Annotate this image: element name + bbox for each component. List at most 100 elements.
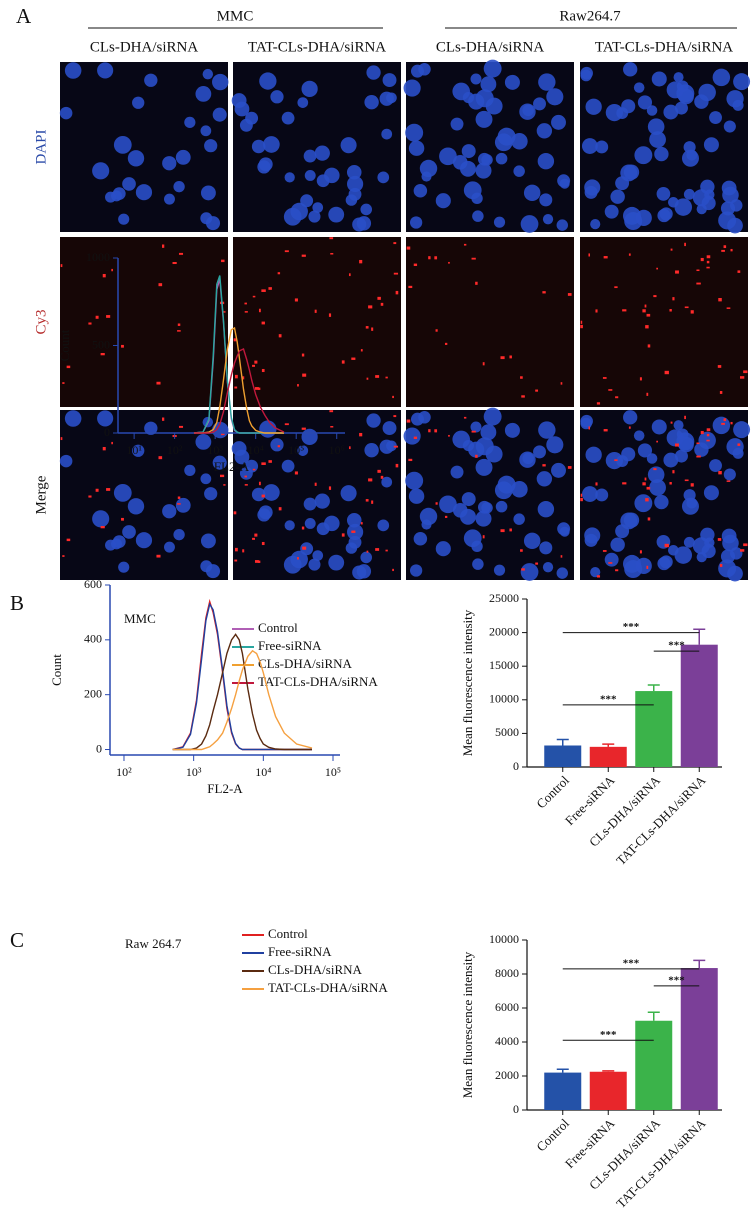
cy3-spot (723, 245, 727, 249)
y-tick-label: 10000 (489, 692, 519, 706)
nucleus (584, 179, 601, 196)
cy3-spot (719, 564, 723, 567)
cy3-spot (392, 395, 394, 399)
cy3-spot (234, 386, 238, 389)
cy3-spot (368, 478, 373, 482)
cy3-spot (111, 441, 113, 445)
nucleus (239, 466, 253, 480)
nucleus (360, 551, 373, 564)
nucleus (470, 73, 482, 85)
cy3-spot (258, 481, 261, 486)
nucleus (173, 181, 185, 193)
cy3-spot (172, 261, 177, 265)
nucleus (584, 527, 601, 544)
cy3-spot (233, 511, 237, 515)
cy3-spot (278, 507, 282, 511)
nucleus (234, 101, 250, 117)
nucleus (633, 430, 645, 441)
nucleus (200, 473, 212, 485)
cy3-spot (672, 297, 675, 301)
nucleus (435, 541, 451, 557)
bar (544, 1072, 582, 1110)
nucleus (485, 445, 503, 463)
nucleus (239, 118, 253, 132)
y-tick-label: 400 (84, 632, 102, 646)
cy3-spot (178, 252, 184, 255)
nucleus (683, 489, 696, 502)
cy3-spot (328, 313, 332, 317)
cy3-spot (672, 470, 675, 474)
cy3-spot (252, 468, 256, 471)
nucleus (345, 194, 358, 206)
nucleus (657, 556, 671, 571)
cy3-spot (380, 302, 384, 306)
cy3-spot (395, 463, 399, 468)
nucleus (538, 73, 556, 91)
cy3-spot (284, 423, 289, 426)
cy3-spot (428, 256, 431, 260)
cy3-spot (161, 244, 165, 248)
nucleus (480, 76, 497, 93)
cy3-spot (520, 549, 523, 552)
nucleus (494, 133, 513, 152)
cy3-spot (595, 309, 598, 313)
cy3-spot (670, 248, 673, 251)
cy3-spot (106, 315, 111, 318)
nucleus (251, 487, 266, 502)
micrograph (580, 410, 751, 582)
nucleus (135, 184, 153, 201)
cy3-spot (297, 384, 299, 387)
cy3-spot (580, 320, 583, 324)
nucleus (605, 103, 624, 122)
legend-label: CLs-DHA/siRNA (258, 656, 353, 671)
nucleus (270, 438, 284, 452)
nucleus (475, 510, 492, 527)
nucleus (721, 528, 737, 544)
cy3-spot (718, 297, 722, 302)
nucleus (723, 468, 736, 481)
nucleus (59, 106, 73, 120)
cy3-spot (542, 464, 546, 467)
bar (589, 746, 627, 767)
significance-label: *** (668, 974, 685, 986)
cy3-spot (706, 439, 710, 442)
nucleus (195, 434, 212, 450)
cy3-spot (434, 256, 438, 260)
nucleus (435, 193, 451, 209)
cy3-spot (254, 533, 258, 537)
cy3-spot (463, 243, 467, 246)
nucleus (162, 504, 177, 519)
nucleus (634, 494, 653, 513)
nucleus (164, 541, 175, 553)
cy3-spot (521, 395, 525, 398)
cy3-spot (408, 285, 413, 289)
nucleus (475, 458, 493, 476)
y-tick-label: 10000 (489, 932, 519, 946)
cy3-spot (444, 342, 448, 345)
nucleus (533, 445, 546, 459)
nucleus (460, 160, 476, 177)
cy3-spot (656, 440, 658, 443)
cy3-spot (242, 376, 245, 380)
nucleus (204, 139, 218, 153)
cy3-spot (261, 321, 265, 325)
nucleus (539, 193, 553, 207)
cy3-spot (500, 529, 505, 533)
cy3-spot (244, 475, 247, 478)
cy3-spot (669, 309, 672, 312)
nucleus (377, 519, 390, 532)
nucleus (718, 559, 737, 578)
cy3-spot (95, 488, 99, 492)
nucleus (472, 558, 484, 570)
cy3-spot (254, 360, 258, 364)
cy3-spot (509, 355, 512, 359)
error-bar (556, 738, 569, 746)
nucleus (694, 442, 709, 457)
cy3-spot (696, 269, 700, 272)
cy3-spot (393, 415, 397, 418)
nucleus (408, 488, 425, 504)
nucleus (646, 453, 658, 464)
nucleus (621, 447, 636, 462)
nucleus (132, 96, 145, 109)
nucleus (615, 524, 630, 539)
